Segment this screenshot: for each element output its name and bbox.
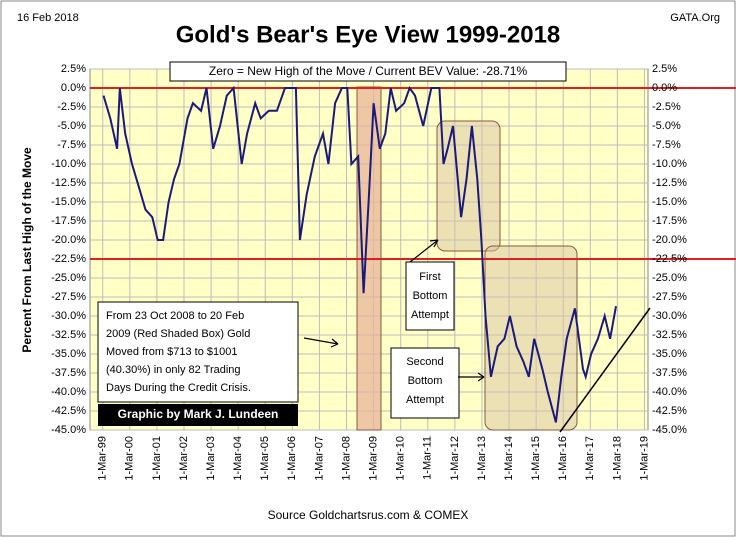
y-tick-label: -37.5% — [51, 367, 86, 379]
arrows — [303, 239, 485, 382]
y-tick-label: -7.5% — [57, 139, 86, 151]
y2-tick-label: 0.0% — [652, 82, 677, 94]
chart-title: Gold's Bear's Eye View 1999-2018 — [176, 21, 561, 48]
second-bottom-box — [484, 245, 578, 431]
x-tick-label: 1-Mar-10 — [395, 436, 407, 481]
y-tick-label: -27.5% — [51, 291, 86, 303]
y2-tick-label: -35.0% — [652, 348, 687, 360]
x-tick-label: 1-Mar-01 — [151, 436, 163, 481]
x-tick-label: 1-Mar-14 — [503, 436, 515, 481]
subtitle-box — [169, 61, 567, 82]
x-tick-label: 1-Mar-11 — [422, 436, 434, 480]
y2-tick-label: -5.0% — [652, 120, 681, 132]
x-tick-label: 1-Mar-13 — [476, 436, 488, 481]
y-tick-label: -22.5% — [51, 253, 86, 265]
note-line: (40.30%) in only 82 Trading — [106, 364, 241, 376]
y-tick-label: -15.0% — [51, 196, 86, 208]
y2-tick-label: -27.5% — [652, 291, 687, 303]
y2-tick-label: -37.5% — [652, 367, 687, 379]
x-tick-label: 1-Mar-19 — [638, 436, 650, 481]
y-tick-label: -20.0% — [51, 234, 86, 246]
y2-tick-label: -42.5% — [652, 405, 687, 417]
y-tick-label: -32.5% — [51, 329, 86, 341]
y2-tick-label: 2.5% — [652, 63, 677, 75]
y-tick-label: -12.5% — [51, 177, 86, 189]
y2-tick-label: -40.0% — [652, 386, 687, 398]
x-tick-label: 1-Mar-00 — [124, 436, 136, 481]
x-tick-label: 1-Mar-02 — [178, 436, 190, 481]
first-label-box — [405, 261, 455, 331]
y-tick-label: -5.0% — [57, 120, 86, 132]
first-label: Attempt — [411, 309, 449, 321]
note-line: From 23 Oct 2008 to 20 Feb — [106, 310, 244, 322]
x-tick-label: 1-Mar-99 — [97, 436, 109, 481]
y-tick-label: -40.0% — [51, 386, 86, 398]
gold-line — [102, 85, 617, 423]
y2-tick-label: -7.5% — [652, 139, 681, 151]
y2-tick-label: -2.5% — [652, 101, 681, 113]
x-tick-label: 1-Mar-09 — [368, 436, 380, 481]
y2-tick-label: -20.0% — [652, 234, 687, 246]
y-tick-label: -45.0% — [51, 424, 86, 436]
y2-tick-label: -45.0% — [652, 424, 687, 436]
note-line: 2009 (Red Shaded Box) Gold — [106, 328, 250, 340]
y-tick-label: -35.0% — [51, 348, 86, 360]
second-label: Second — [406, 356, 443, 368]
first-label: Bottom — [413, 290, 448, 302]
note-line: Moved from $713 to $1001 — [106, 346, 237, 358]
y-tick-label: -30.0% — [51, 310, 86, 322]
y-axis-label: Percent From Last High of the Move — [20, 147, 34, 353]
x-tick-label: 1-Mar-12 — [449, 436, 461, 481]
second-label-box — [390, 347, 460, 419]
note-box — [97, 301, 299, 403]
y-tick-label: -42.5% — [51, 405, 86, 417]
trend-line — [559, 307, 651, 433]
x-tick-label: 1-Mar-07 — [313, 436, 325, 481]
x-tick-label: 1-Mar-18 — [611, 436, 623, 481]
y-tick-label: -2.5% — [57, 101, 86, 113]
y2-tick-label: -15.0% — [652, 196, 687, 208]
y2-tick-label: -12.5% — [652, 177, 687, 189]
second-label: Bottom — [408, 375, 443, 387]
y-tick-label: -25.0% — [51, 272, 86, 284]
note-line: Days During the Credit Crisis. — [106, 382, 251, 394]
subtitle: Zero = New High of the Move / Current BE… — [209, 64, 528, 78]
first-label: First — [419, 271, 440, 283]
y2-tick-label: -30.0% — [652, 310, 687, 322]
labels: From 23 Oct 2008 to 20 Feb 2009 (Red Shad… — [106, 271, 449, 406]
credit: Graphic by Mark J. Lundeen — [118, 407, 279, 421]
y-tick-label: 2.5% — [61, 63, 86, 75]
x-tick-label: 1-Mar-17 — [584, 436, 596, 481]
x-tick-label: 1-Mar-16 — [557, 436, 569, 481]
x-tick-label: 1-Mar-05 — [259, 436, 271, 481]
credit-box — [98, 404, 298, 426]
x-tick-label: 1-Mar-06 — [286, 436, 298, 481]
y-tick-label: -10.0% — [51, 158, 86, 170]
y2-tick-label: -17.5% — [652, 215, 687, 227]
y2-tick-label: -32.5% — [652, 329, 687, 341]
x-tick-label: 1-Mar-08 — [340, 436, 352, 481]
y-tick-label: 0.0% — [61, 82, 86, 94]
x-tick-label: 1-Mar-04 — [232, 436, 244, 481]
x-tick-label: 1-Mar-03 — [205, 436, 217, 481]
first-bottom-box — [436, 120, 501, 252]
y-tick-label: -17.5% — [51, 215, 86, 227]
second-label: Attempt — [406, 394, 444, 406]
x-tick-label: 1-Mar-15 — [530, 436, 542, 481]
y2-tick-label: -10.0% — [652, 158, 687, 170]
y2-tick-label: -25.0% — [652, 272, 687, 284]
y2-tick-label: -22.5% — [652, 253, 687, 265]
date: 16 Feb 2018 — [17, 12, 79, 24]
site: GATA.Org — [670, 12, 720, 24]
source: Source Goldchartsrus.com & COMEX — [268, 508, 469, 522]
